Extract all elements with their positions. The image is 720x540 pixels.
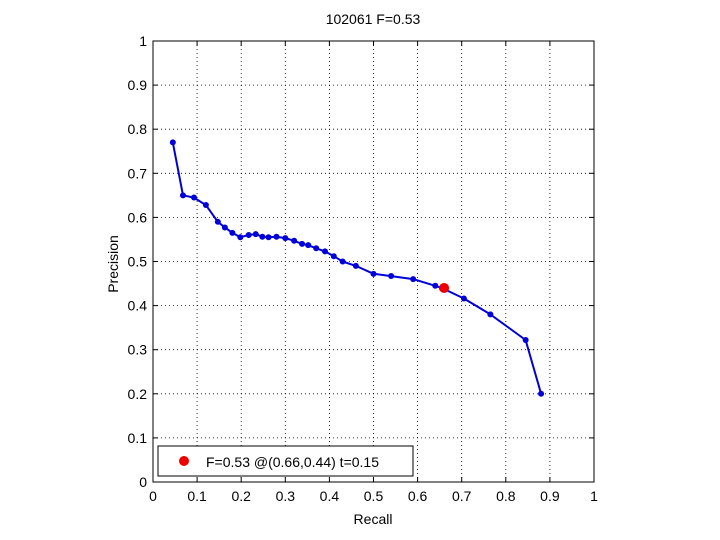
x-axis-label: Recall: [354, 511, 393, 527]
y-tick-label: 0.2: [128, 386, 148, 402]
series-point: [305, 242, 312, 249]
series-point: [330, 253, 337, 260]
x-tick-label: 0.5: [364, 488, 384, 504]
series-point: [388, 273, 395, 280]
series-point: [460, 295, 467, 302]
series-precision-recall: [169, 139, 545, 397]
y-tick-label: 0.7: [128, 165, 148, 181]
series-point: [352, 262, 359, 269]
series-point: [339, 258, 346, 265]
series-point: [259, 233, 266, 240]
legend-marker: [179, 456, 189, 466]
series-point: [265, 234, 272, 241]
y-tick-label: 0.9: [128, 77, 148, 93]
series-point: [191, 194, 198, 201]
x-tick-label: 0.7: [452, 488, 472, 504]
series-point: [313, 245, 320, 252]
y-axis-label: Precision: [105, 235, 121, 293]
legend-box: [157, 445, 414, 477]
grid-lines: [153, 41, 594, 482]
chart-title: 102061 F=0.53: [326, 11, 421, 27]
series-point: [538, 390, 545, 397]
series-point: [410, 276, 417, 283]
x-tick-label: 0.9: [540, 488, 560, 504]
y-tick-label: 0.1: [128, 430, 148, 446]
y-tick-label: 0.4: [128, 298, 148, 314]
x-tick-label: 0.4: [320, 488, 340, 504]
y-tick-labels: 0 0.1 0.2 0.3 0.4 0.5 0.6 0.7 0.8 0.9 1: [128, 33, 148, 490]
series-point: [252, 231, 259, 238]
series-point: [487, 311, 494, 318]
legend-label: F=0.53 @(0.66,0.44) t=0.15: [206, 454, 379, 470]
series-point: [237, 234, 244, 241]
y-tick-label: 0.5: [128, 254, 148, 270]
best-f-point: [439, 282, 450, 293]
x-tick-labels: 0 0.1 0.2 0.3 0.4 0.5 0.6 0.7 0.8 0.9 1: [149, 488, 598, 504]
series-point: [245, 232, 252, 239]
legend: F=0.53 @(0.66,0.44) t=0.15: [157, 445, 414, 477]
y-tick-label: 0.3: [128, 342, 148, 358]
series-point: [522, 336, 529, 343]
y-tick-label: 1: [139, 33, 147, 49]
x-tick-label: 0: [149, 488, 157, 504]
series-point: [179, 192, 186, 199]
best-f-marker: [439, 282, 450, 293]
series-point: [321, 248, 328, 255]
series-point: [282, 235, 289, 242]
x-tick-label: 0.1: [187, 488, 207, 504]
y-tick-label: 0.8: [128, 121, 148, 137]
y-tick-label: 0: [139, 474, 147, 490]
series-point: [273, 233, 280, 240]
series-point: [214, 218, 221, 225]
y-tick-label: 0.6: [128, 209, 148, 225]
series-point: [229, 229, 236, 236]
x-tick-label: 0.8: [496, 488, 516, 504]
x-tick-label: 0.2: [231, 488, 251, 504]
series-point: [202, 202, 209, 209]
series-point: [370, 270, 377, 277]
x-tick-label: 0.3: [276, 488, 296, 504]
x-tick-label: 1: [590, 488, 598, 504]
x-tick-label: 0.6: [408, 488, 428, 504]
axes: [152, 40, 595, 483]
series-point: [291, 237, 298, 244]
series-point: [299, 240, 306, 247]
series-point: [221, 224, 228, 231]
series-point: [169, 139, 176, 146]
series-point: [432, 282, 439, 289]
